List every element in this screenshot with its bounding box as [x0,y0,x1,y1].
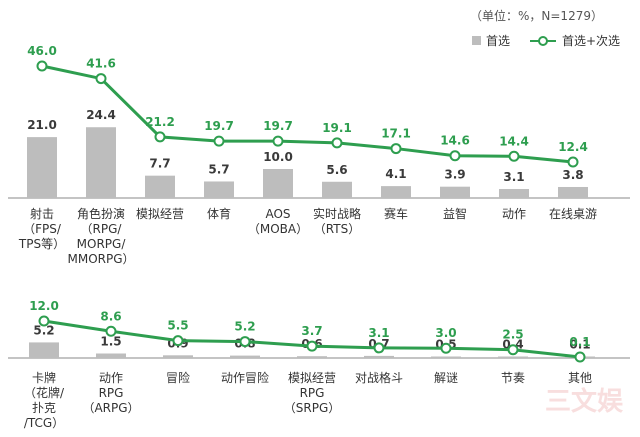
line-point [172,335,184,347]
bar-value-label: 4.1 [385,167,406,181]
line-point [331,137,343,149]
line-value-label: 19.7 [204,119,234,133]
bar-value-label: 3.9 [444,168,465,182]
chart-panel-bottom: 5.21.50.90.80.60.70.50.40.112.08.65.55.2… [8,299,630,430]
line-value-label: 2.5 [502,328,523,342]
line-point [574,351,586,363]
category-label: 实时战略（RTS） [313,206,361,236]
legend-bar-swatch [472,36,481,45]
legend-line-marker [538,36,548,46]
line-value-label: 5.2 [234,320,255,334]
bar-value-label: 7.7 [149,157,170,171]
bar-value-label: 3.1 [503,170,524,184]
line-point [105,325,117,337]
category-label: 卡牌（花牌/扑克/TCG） [24,371,65,430]
line-point [507,344,519,356]
line-value-label: 0.1 [569,335,590,349]
line-point [95,73,107,85]
line-value-label: 3.0 [435,326,456,340]
category-label: 对战格斗 [355,370,403,385]
line-point [373,342,385,354]
bar [364,355,394,358]
bar [204,181,234,198]
bar [96,353,126,358]
category-label: 体育 [207,206,231,221]
bar [29,342,59,358]
line-point [440,342,452,354]
line-value-label: 19.7 [263,119,293,133]
bar [297,356,327,358]
bar [498,356,528,358]
bar-value-label: 0.1 [569,338,590,352]
line-value-label: 8.6 [100,309,121,323]
bar-value-label: 3.8 [562,168,583,182]
line-point [36,60,48,72]
bar [499,189,529,198]
category-label: 其他 [568,371,592,385]
bar [27,137,57,198]
bar [145,175,175,198]
legend-line-label: 首选+次选 [562,34,620,48]
category-label: 在线桌游 [549,207,597,221]
line-point [239,336,251,348]
chart-panel-top: 21.0 24.4 7.7 5.7 10.0 5.6 4.1 3.9 3.1 3.8 46.0 41.… [8,44,630,266]
bar [558,186,588,198]
line-value-label: 19.1 [322,121,352,135]
bar-value-label: 1.5 [100,335,121,349]
bar-value-label: 10.0 [263,150,293,164]
bar [322,181,352,198]
line-value-label: 12.4 [558,140,588,154]
legend: 首选 首选+次选 [472,34,620,48]
line-value-label: 21.2 [145,115,175,129]
line-point [38,315,50,327]
line-point [272,135,284,147]
line-value-label: 41.6 [86,57,116,71]
line-point [567,156,579,168]
category-label: 模拟经营 RPG （SRPG） [284,371,341,415]
category-label: 冒险 [166,370,190,385]
bar [86,127,116,198]
series-line [41,64,574,164]
line-value-label: 14.4 [499,134,529,148]
bar [163,355,193,358]
line-value-label: 3.1 [368,326,389,340]
unit-note: （单位：%，N=1279） [470,8,603,23]
line-value-label: 12.0 [29,299,59,313]
category-label: AOS （MOBA） [248,207,308,236]
category-label: 动作 RPG （ARPG） [82,371,139,415]
line-point [306,340,318,352]
line-point [390,143,402,155]
watermark: 三文娱 [545,386,624,417]
line-value-label: 5.5 [167,319,188,333]
bar [431,356,461,358]
category-label: 赛车 [384,206,408,221]
category-label: 动作 [502,207,526,221]
category-label: 射击（FPS/TPS等） [18,206,65,251]
bar [230,355,260,358]
line-value-label: 46.0 [27,44,57,58]
line-point [154,131,166,143]
bar-value-label: 5.2 [33,323,54,337]
category-label: 角色扮演（RPG/MORPG/MMORPG） [67,206,134,266]
line-value-label: 3.7 [301,324,322,338]
bar-value-label: 21.0 [27,118,57,132]
legend-bar-label: 首选 [486,34,510,48]
bar [263,169,293,198]
bar [381,186,411,198]
bar-value-label: 24.4 [86,108,116,122]
category-label: 节奏 [501,371,525,385]
line-point [213,135,225,147]
line-value-label: 17.1 [381,127,411,141]
line-value-label: 14.6 [440,134,470,148]
category-label: 模拟经营 [136,207,184,221]
category-label: 解谜 [434,371,458,385]
category-label: 动作冒险 [221,370,269,385]
bar-value-label: 5.6 [326,163,347,177]
bar [440,186,470,198]
line-point [508,150,520,162]
line-point [449,150,461,162]
bar-value-label: 5.7 [208,162,229,176]
category-label: 益智 [443,206,467,221]
